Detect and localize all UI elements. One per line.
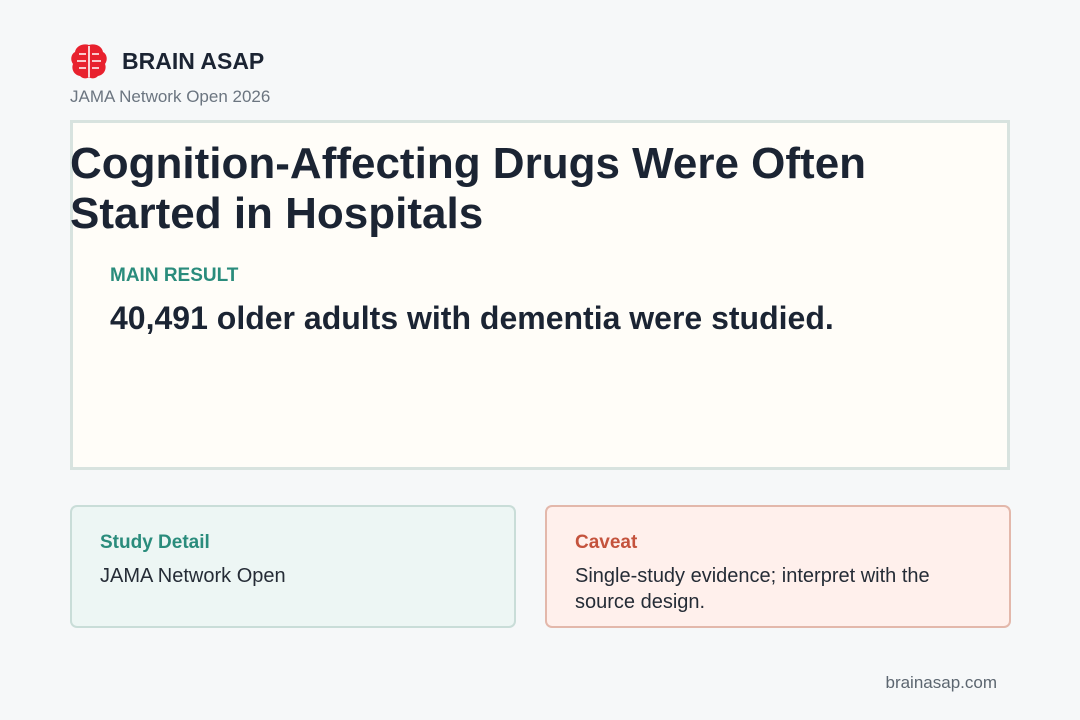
caveat-box: Caveat Single-study evidence; interpret … <box>545 505 1011 628</box>
detail-title: Study Detail <box>100 532 210 553</box>
detail-text: JAMA Network Open <box>100 565 286 587</box>
main-card <box>70 120 1010 470</box>
caveat-title: Caveat <box>575 532 638 553</box>
footer-url: brainasap.com <box>885 673 997 692</box>
result-label: MAIN RESULT <box>110 265 239 286</box>
logo <box>71 44 107 79</box>
caveat-text: Single-study evidence; interpret with th… <box>575 565 930 613</box>
result-text: 40,491 older adults with dementia were s… <box>110 300 834 336</box>
subtitle: JAMA Network Open 2026 <box>70 87 271 106</box>
headline: Cognition-Affecting Drugs Were Often Sta… <box>70 139 867 238</box>
brand: BRAIN ASAP <box>122 48 265 74</box>
detail-box: Study Detail JAMA Network Open <box>70 505 516 628</box>
